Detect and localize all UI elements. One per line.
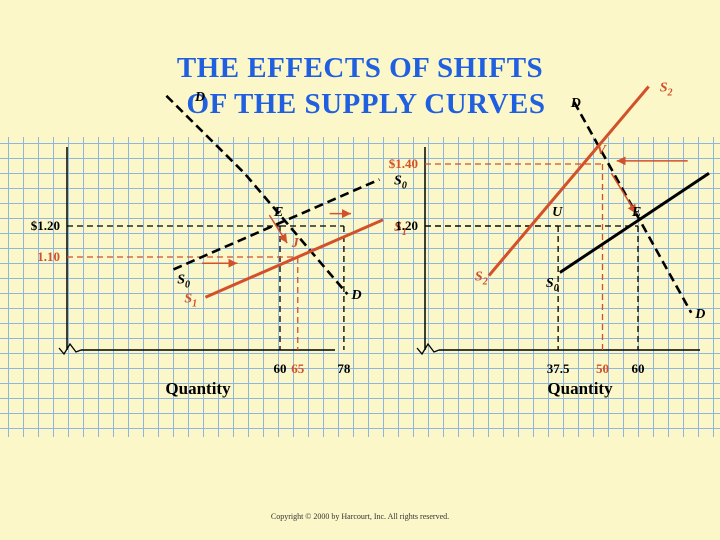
series-label-d: D [194,90,205,105]
y-tick-label: $1.40 [389,156,418,171]
series-line-s2 [487,85,650,277]
point-label-e: E [631,205,641,220]
y-tick-label: 1.20 [395,218,418,233]
title-line-1: THE EFFECTS OF SHIFTS [176,52,544,84]
series-line-s0 [172,178,380,271]
axis-break-mark [416,342,440,356]
series-label-d: D [570,96,581,111]
point-label-j: J [291,236,300,251]
axis-break-mark [58,342,82,356]
chart-right-panel: Quantity D D S0 S0 S2 S2 U E V 37.5 50 60 $1.40 1.20 [389,81,710,398]
series-label-d: D [694,307,705,322]
series-label-s2: S2 [475,270,488,288]
series-label-s1: S1 [184,291,197,309]
x-tick-label: 78 [337,361,351,376]
x-tick-label: 50 [596,361,609,376]
point-label-e: E [273,205,283,220]
title-line-2: OF THE SUPPLY CURVES [186,88,546,120]
copyright-notice: Copyright © 2000 by Harcourt, Inc. All r… [270,512,450,521]
y-tick-label: $1.20 [31,218,60,233]
series-line-s0 [559,172,710,274]
series-label-s0: S0 [546,276,559,294]
point-label-u: U [552,205,563,220]
series-label-s1: S1 [394,220,407,238]
x-axis-label: Quantity [165,379,231,398]
x-tick-label: 37.5 [547,361,570,376]
point-label-v: V [597,143,608,158]
x-tick-label: 65 [291,361,305,376]
y-tick-label: 1.10 [37,249,60,264]
series-label-d: D [350,288,361,303]
series-line-s1 [204,218,384,299]
series-label-s0: S0 [177,273,190,291]
series-label-s0: S0 [394,174,407,192]
x-axis-label: Quantity [547,379,613,398]
shift-arrow [610,172,637,214]
x-tick-label: 60 [274,361,287,376]
page-title: THE EFFECTS OF SHIFTS OF THE SUPPLY CURV… [0,50,720,122]
series-label-s2: S2 [660,81,673,99]
shift-arrow [268,214,288,244]
x-tick-label: 60 [632,361,645,376]
series-line-d [165,94,349,296]
